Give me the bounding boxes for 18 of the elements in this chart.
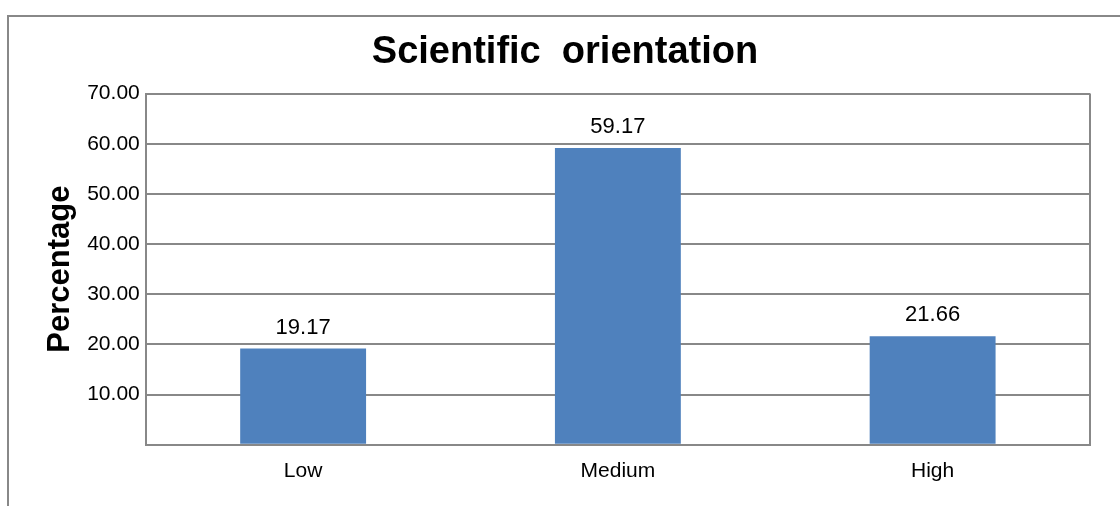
y-tick-label: 20.00 [87,331,140,355]
y-tick-label: 10.00 [87,381,140,405]
x-tick-label: Low [283,458,324,482]
chart-title: Scientific orientation [371,29,759,72]
y-axis-title: Percentage [41,185,77,353]
y-tick-label: 40.00 [87,230,140,254]
y-tick-label: 70.00 [87,80,140,104]
data-label: 19.17 [275,313,331,339]
y-tick-label: 30.00 [87,281,140,305]
y-tick-label: 60.00 [87,130,140,154]
x-tick-label: High [911,458,955,482]
data-label: 21.66 [905,301,961,327]
bar [869,336,996,444]
x-tick-label: Medium [580,458,656,482]
bar [240,348,367,444]
bar [554,147,681,444]
y-tick-label: 50.00 [87,180,140,204]
data-label: 59.17 [590,113,646,138]
